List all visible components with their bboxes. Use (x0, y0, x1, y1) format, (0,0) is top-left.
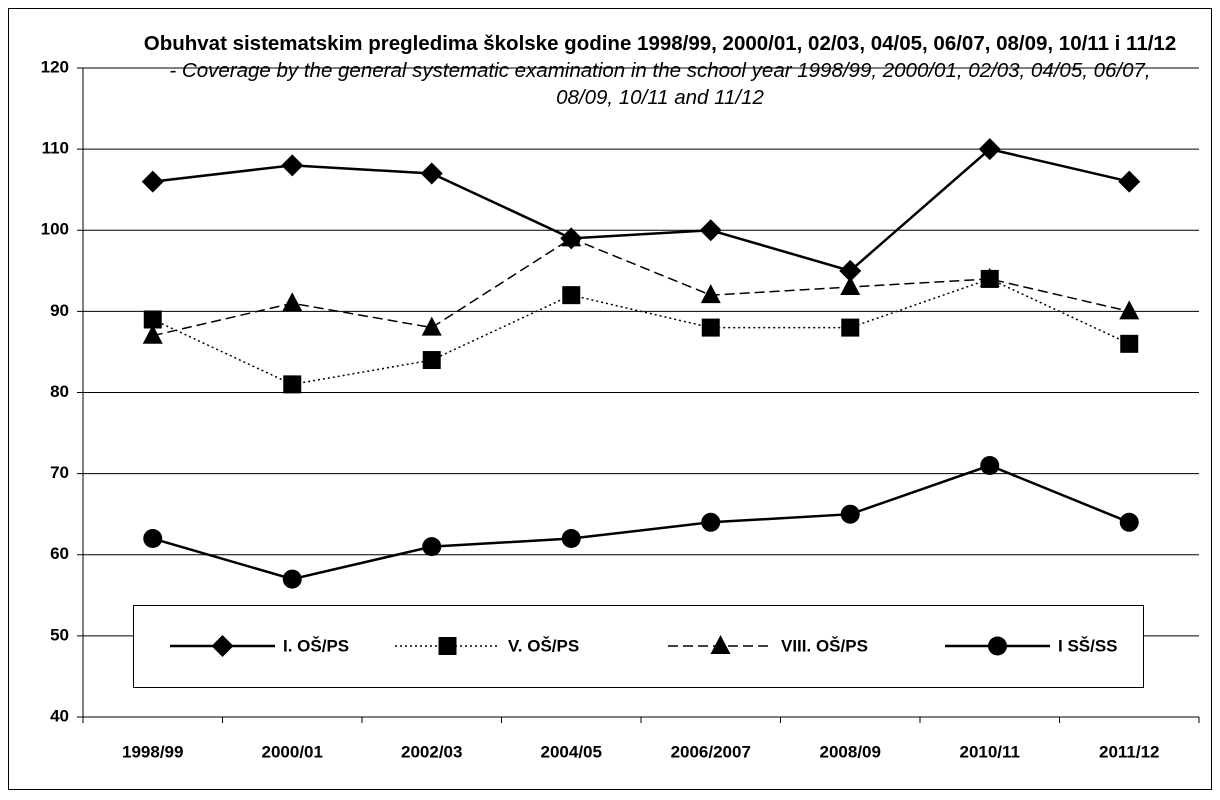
plot (141, 138, 1141, 589)
legend-label: I. OŠ/PS (283, 636, 349, 655)
y-tick-label: 90 (50, 301, 69, 320)
y-tick-label: 100 (41, 220, 69, 239)
legend-label: I SŠ/SS (1058, 636, 1118, 655)
marker (701, 318, 720, 337)
y-tick-label: 70 (50, 463, 69, 482)
series-line (152, 147, 1130, 273)
x-tick-label: 2010/11 (959, 742, 1020, 761)
legend-label: V. OŠ/PS (508, 636, 579, 655)
grid: 40 50 60 70 80 90 100 110 120 1998/99 2000/01 2002/… (41, 57, 1200, 761)
marker (699, 219, 722, 242)
chart-subtitle: - Coverage by the general systematic exa… (169, 59, 1151, 109)
marker (283, 375, 302, 394)
marker (422, 537, 442, 557)
y-tick-label: 40 (50, 706, 69, 725)
marker (562, 286, 581, 305)
x-tick-label: 2008/09 (820, 742, 881, 761)
series-line (152, 278, 1130, 386)
chart-title-block: Obuhvat sistematskim pregledima školske … (140, 30, 1180, 111)
marker (978, 138, 1001, 161)
marker (1120, 334, 1139, 353)
x-tick-label: 2002/03 (401, 742, 462, 761)
y-tick-label: 110 (42, 139, 69, 158)
marker (142, 324, 163, 344)
y-tick-label: 80 (50, 382, 69, 401)
marker (839, 259, 862, 282)
legend-marker (710, 635, 731, 654)
marker (1118, 170, 1141, 193)
marker (141, 170, 164, 193)
series-line (152, 464, 1130, 581)
legend-marker (988, 636, 1007, 656)
legend-marker (211, 635, 234, 657)
y-tick-label: 60 (50, 544, 69, 563)
marker (561, 529, 581, 549)
marker (701, 512, 721, 532)
marker (143, 310, 162, 329)
marker (143, 529, 163, 549)
y-tick-label: 50 (50, 625, 69, 644)
marker (422, 351, 441, 370)
marker (980, 456, 1000, 476)
series-line (152, 237, 1130, 337)
x-tick-label: 2004/05 (541, 742, 602, 761)
marker (561, 227, 582, 247)
marker (1119, 300, 1140, 320)
marker (1119, 512, 1139, 532)
marker (281, 154, 304, 177)
x-tick-label: 2011/12 (1099, 742, 1160, 761)
marker (841, 318, 860, 337)
marker (282, 569, 302, 589)
marker (282, 292, 303, 312)
marker (840, 276, 861, 296)
y-tick-label: 120 (41, 57, 69, 76)
legend-label: VIII. OŠ/PS (781, 636, 868, 655)
marker (420, 162, 443, 185)
x-tick-label: 1998/99 (122, 742, 183, 761)
chart-title: Obuhvat sistematskim pregledima školske … (143, 32, 1177, 55)
marker (840, 504, 860, 524)
legend: I. OŠ/PS V. OŠ/PS VIII. OŠ/PS I SŠ/SS (133, 605, 1144, 688)
legend-marker (438, 637, 457, 655)
marker (421, 316, 442, 336)
marker (700, 284, 721, 304)
marker (979, 267, 1000, 287)
x-tick-label: 2006/2007 (671, 742, 751, 761)
x-tick-label: 2000/01 (262, 742, 323, 761)
